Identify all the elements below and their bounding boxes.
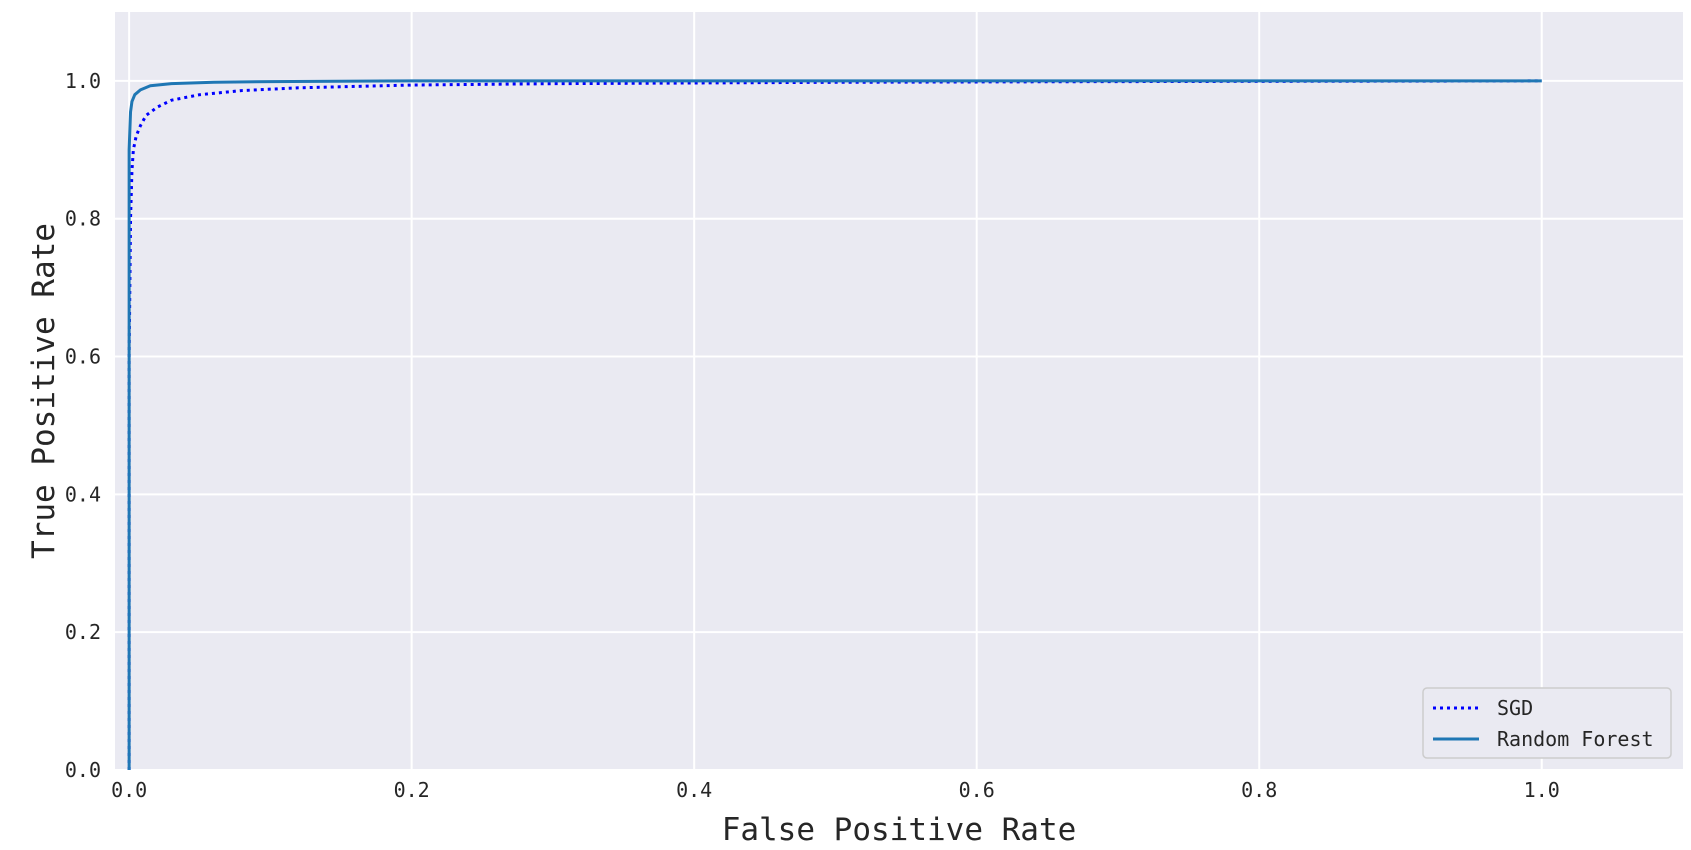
x-tick-label: 0.0 — [111, 778, 147, 802]
x-axis-ticks: 0.0 0.2 0.4 0.6 0.8 1.0 — [111, 778, 1560, 802]
legend: SGD Random Forest — [1422, 687, 1672, 759]
y-tick-label: 0.4 — [65, 482, 101, 506]
y-tick-label: 0.2 — [65, 620, 101, 644]
series-group — [127, 79, 1542, 770]
series-line-random-forest — [127, 79, 1542, 770]
legend-box — [1422, 687, 1672, 759]
y-tick-label: 0.0 — [65, 758, 101, 782]
series-line-sgd — [127, 79, 1542, 770]
y-tick-label: 0.6 — [65, 345, 101, 369]
legend-label-sgd: SGD — [1497, 696, 1533, 720]
x-tick-label: 0.2 — [394, 778, 430, 802]
plot-area — [115, 12, 1683, 770]
y-axis-ticks: 0.0 0.2 0.4 0.6 0.8 1.0 — [65, 69, 101, 782]
x-tick-label: 1.0 — [1524, 778, 1560, 802]
x-tick-label: 0.6 — [959, 778, 995, 802]
x-axis-label: False Positive Rate — [722, 812, 1077, 848]
y-axis-label: True Positive Rate — [26, 223, 62, 559]
legend-label-random-forest: Random Forest — [1497, 727, 1654, 751]
y-tick-label: 0.8 — [65, 207, 101, 231]
x-tick-label: 0.8 — [1241, 778, 1277, 802]
y-tick-label: 1.0 — [65, 69, 101, 93]
x-tick-label: 0.4 — [676, 778, 712, 802]
